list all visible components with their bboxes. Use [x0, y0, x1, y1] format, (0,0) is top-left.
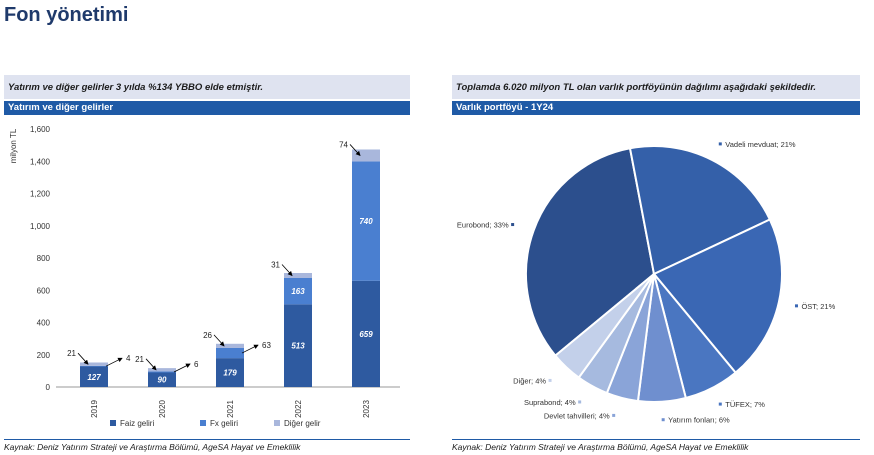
- y-tick-label: 600: [37, 286, 51, 295]
- pie-slice-label: Yatırım fonları; 6%: [668, 416, 730, 425]
- bar-value-label: 127: [87, 373, 101, 382]
- bar-segment-fx-geliri: [352, 161, 380, 281]
- bar-segment-faiz-geliri: [80, 366, 108, 387]
- bar-value-label: 740: [359, 217, 373, 226]
- pie-slice-label: Suprabond; 4%: [524, 398, 576, 407]
- callout-label: 26: [203, 331, 212, 340]
- pie-slice-öst: [652, 218, 783, 375]
- legend-swatch: [110, 420, 116, 426]
- pie-label-marker: [612, 413, 616, 417]
- y-tick-label: 400: [37, 319, 51, 328]
- legend-label: Diğer gelir: [284, 419, 321, 428]
- callout-arrow: [281, 264, 293, 277]
- bar-segment-faiz-geliri: [284, 304, 312, 387]
- callout-label: 21: [135, 355, 144, 364]
- callout-arrow: [77, 352, 89, 365]
- y-tick-label: 0: [46, 383, 51, 392]
- legend-swatch: [200, 420, 206, 426]
- callout-label: 63: [262, 341, 271, 350]
- legend-label: Faiz geliri: [120, 419, 154, 428]
- left-subtitle: Yatırım ve diğer gelirler 3 yılda %134 Y…: [4, 75, 410, 99]
- callout-label: 74: [339, 140, 348, 149]
- right-source-divider: [452, 439, 860, 440]
- callout-arrow: [213, 334, 225, 347]
- bar-segment-diğer-gelir: [148, 368, 176, 372]
- pie-label-marker: [661, 418, 665, 422]
- bar-segment-diğer-gelir: [80, 362, 108, 366]
- pie-slice-label: ÖST; 21%: [801, 302, 835, 311]
- bar-value-label: 659: [359, 330, 373, 339]
- y-tick-label: 800: [37, 254, 51, 263]
- left-chart-header: Yatırım ve diğer gelirler: [4, 101, 410, 115]
- pie-slice-label: Eurobond; 33%: [457, 221, 509, 230]
- callout-label: 31: [271, 260, 280, 269]
- x-tick-label: 2021: [226, 400, 235, 418]
- x-tick-label: 2023: [362, 400, 371, 418]
- callout-arrow: [241, 344, 259, 354]
- bar-value-label: 513: [291, 342, 305, 351]
- bar-segment-fx-geliri: [80, 365, 108, 367]
- right-chart-header: Varlık portföyü - 1Y24: [452, 101, 860, 115]
- y-tick-label: 1,400: [30, 157, 51, 166]
- callout-label: 6: [194, 360, 199, 369]
- bar-segment-diğer-gelir: [216, 343, 244, 348]
- callout-arrow: [349, 144, 361, 157]
- callout-arrow: [173, 363, 191, 373]
- legend-label: Fx geliri: [210, 419, 238, 428]
- pie-label-marker: [548, 378, 552, 382]
- bar-value-label: 179: [223, 369, 237, 378]
- callout-arrow: [145, 358, 157, 371]
- left-source: Kaynak: Deniz Yatırım Strateji ve Araştı…: [4, 442, 301, 452]
- y-axis-label: milyon TL: [9, 128, 18, 163]
- page-title: Fon yönetimi: [4, 4, 129, 26]
- left-source-divider: [4, 439, 410, 440]
- y-tick-label: 1,000: [30, 222, 51, 231]
- y-tick-label: 1,600: [30, 125, 51, 134]
- right-subtitle: Toplamda 6.020 milyon TL olan varlık por…: [452, 75, 860, 99]
- bar-segment-fx-geliri: [148, 371, 176, 373]
- pie-slice-diğer: [553, 273, 655, 379]
- pie-slice-eurobond: [525, 147, 656, 357]
- pie-slice-label: TÜFEX; 7%: [725, 400, 765, 409]
- pie-slice-label: Devlet tahvilleri; 4%: [544, 411, 610, 420]
- y-tick-label: 1,200: [30, 190, 51, 199]
- pie-label-marker: [794, 304, 798, 308]
- pie-slice-label: Vadeli mevduat; 21%: [725, 140, 796, 149]
- pie-chart: Eurobond; 33% Vadeli mevduat; 21% ÖST; 21%…: [457, 140, 836, 425]
- pie-slice-label: Diğer; 4%: [513, 376, 546, 385]
- bar-segment-faiz-geliri: [216, 358, 244, 387]
- pie-slice-vadeli-mevduat: [628, 145, 772, 276]
- bar-segment-faiz-geliri: [352, 280, 380, 387]
- bar-segment-fx-geliri: [216, 347, 244, 359]
- bar-segment-fx-geliri: [284, 277, 312, 305]
- pie-label-marker: [578, 400, 582, 404]
- bar-chart: milyon TL 0 200 400 600 800 1,000 1,200 1,400 1,6…: [9, 125, 400, 428]
- y-tick-label: 200: [37, 351, 51, 360]
- callout-label: 21: [67, 349, 76, 358]
- bar-segment-diğer-gelir: [284, 272, 312, 278]
- legend-swatch: [274, 420, 280, 426]
- bar-segment-diğer-gelir: [352, 149, 380, 162]
- callout-label: 4: [126, 354, 131, 363]
- pie-label-marker: [718, 142, 722, 146]
- bar-value-label: 163: [291, 287, 305, 296]
- x-tick-label: 2022: [294, 400, 303, 418]
- bar-value-label: 90: [158, 376, 167, 385]
- right-source: Kaynak: Deniz Yatırım Strateji ve Araştı…: [452, 442, 749, 452]
- x-tick-label: 2019: [90, 400, 99, 418]
- pie-label-marker: [511, 223, 515, 227]
- bar-segment-faiz-geliri: [148, 372, 176, 387]
- pie-label-marker: [718, 402, 722, 406]
- callout-arrow: [105, 357, 123, 367]
- x-tick-label: 2020: [158, 400, 167, 418]
